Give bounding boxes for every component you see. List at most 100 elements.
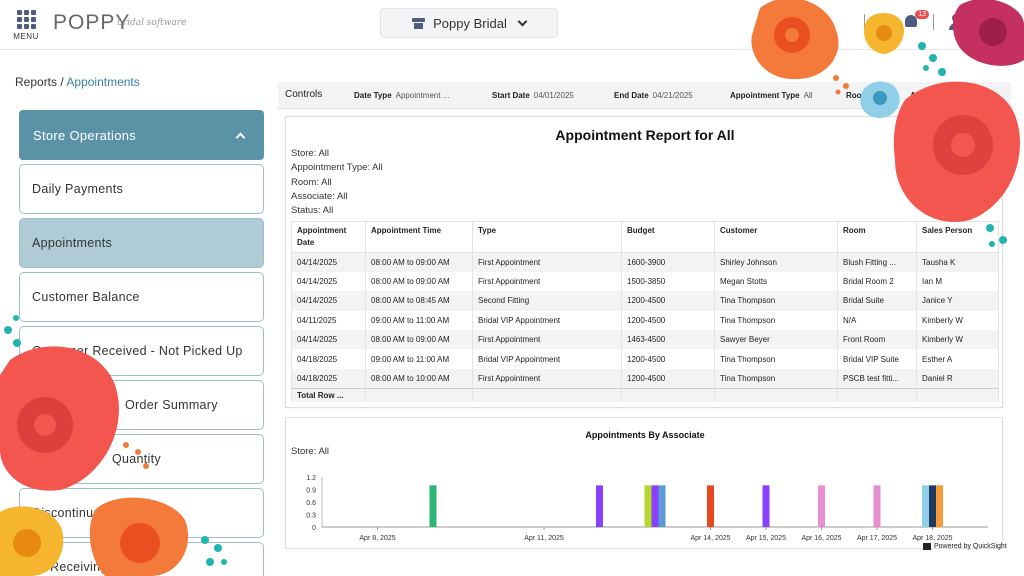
table-cell: [472, 387, 622, 403]
control-start-date[interactable]: Start Date 04/01/2025: [492, 91, 574, 100]
column-header[interactable]: Room: [837, 221, 917, 253]
y-tick-label: 1.2: [306, 475, 316, 482]
control-appointment[interactable]: Appo: [910, 91, 934, 100]
report-title: Appointment Report for All: [555, 127, 735, 143]
table-cell: First Appointment: [472, 330, 622, 350]
sidebar-item-customer-received[interactable]: Customer Received - Not Picked Up: [19, 326, 264, 376]
top-right-icons: 13: [864, 10, 964, 30]
sidebar-item-daily-payments[interactable]: Daily Payments: [19, 164, 264, 214]
table-cell: 1600-3900: [621, 252, 715, 272]
control-label: Appointment Type: [730, 91, 800, 100]
table-cell: Bridal VIP Appointment: [472, 349, 622, 369]
sidebar-item-customer-balance[interactable]: Customer Balance: [19, 272, 264, 322]
x-tick-label: Apr 16, 2025: [801, 535, 841, 542]
table-cell: First Appointment: [472, 368, 622, 389]
breadcrumb-reports[interactable]: Reports: [15, 75, 58, 89]
column-header[interactable]: Appointment Time: [365, 221, 473, 253]
table-cell: 04/14/2025: [291, 271, 366, 292]
report-panel: Appointment Report for All Store: All Ap…: [285, 116, 1003, 408]
x-tick-label: Apr 14, 2025: [690, 535, 730, 542]
sidebar-item-appointments[interactable]: Appointments: [19, 218, 264, 268]
store-selector-label: Poppy Bridal: [433, 15, 507, 31]
filter-store: Store: All: [291, 148, 330, 159]
chart-bar: [644, 485, 652, 527]
store-selector[interactable]: Poppy Bridal: [380, 8, 558, 38]
table-cell: Sawyer Beyer: [714, 330, 838, 350]
user-icon[interactable]: [948, 14, 964, 30]
control-value: All: [803, 91, 813, 100]
table-row: 04/18/2025 08:00 AM to 10:00 AM First Appo…: [291, 368, 999, 389]
column-header[interactable]: Sales Person: [916, 221, 999, 253]
table-cell: First Appointment: [472, 252, 622, 272]
table-cell: Bridal Suite: [837, 291, 917, 311]
sidebar-item-quantity[interactable]: Quantity: [19, 434, 264, 484]
column-header[interactable]: Appointment Date: [291, 221, 366, 253]
controls-bar: Controls Date Type Appointment ... Start …: [278, 82, 1011, 109]
table-cell: N/A: [837, 310, 917, 331]
sidebar-item-order-summary[interactable]: Order Summary: [19, 380, 264, 430]
table-cell: [837, 387, 917, 403]
chart-bar: [429, 485, 437, 527]
column-header[interactable]: Customer: [714, 221, 838, 253]
table-cell: 08:00 AM to 10:00 AM: [365, 368, 473, 389]
control-value: 04/21/2025: [652, 91, 693, 100]
chart-bar: [936, 485, 943, 527]
x-tick-label: Apr 18, 2025: [912, 535, 952, 542]
chart-bar: [818, 485, 825, 527]
table-cell: 1463-4500: [621, 330, 715, 350]
table-cell: Tina Thompson: [714, 310, 838, 331]
control-room[interactable]: Roo: [846, 91, 866, 100]
chart-bar: [762, 485, 770, 527]
sidebar-section-store-operations[interactable]: Store Operations: [19, 110, 264, 160]
divider: [933, 14, 934, 30]
table-cell: [714, 387, 838, 403]
table-cell: Megan Stotts: [714, 271, 838, 292]
chart-bar: [596, 485, 603, 527]
control-label: Start Date: [492, 91, 530, 100]
control-end-date[interactable]: End Date 04/21/2025: [614, 91, 693, 100]
sidebar-section-label: Store Operations: [33, 127, 137, 143]
menu-button[interactable]: MENU: [12, 8, 40, 42]
table-cell: Total Row ...: [291, 387, 366, 403]
controls-title[interactable]: Controls: [285, 89, 323, 100]
table-row: 04/14/2025 08:00 AM to 09:00 AM First Appo…: [291, 271, 999, 292]
control-date-type[interactable]: Date Type Appointment ...: [354, 91, 449, 100]
table-cell: Bridal VIP Appointment: [472, 310, 622, 331]
table-cell: 1200-4500: [621, 349, 715, 369]
table-cell: Kimberly W: [916, 310, 999, 331]
table-cell: Bridal Room 2: [837, 271, 917, 292]
breadcrumb-separator: /: [60, 75, 64, 89]
notifications-button[interactable]: 13: [905, 10, 929, 29]
quicksight-icon: [923, 543, 931, 550]
control-value: Appointment ...: [395, 91, 450, 100]
filter-status: Status: All: [291, 205, 334, 217]
filter-appointment-type: Appointment Type: All: [291, 162, 383, 174]
table-row: 04/18/2025 09:00 AM to 11:00 AM Bridal VIP…: [291, 349, 999, 369]
chart-bar: [651, 485, 659, 527]
table-row: 04/14/2025 08:00 AM to 09:00 AM First Appo…: [291, 330, 999, 350]
bell-icon: [905, 15, 917, 27]
table-cell: 09:00 AM to 11:00 AM: [365, 310, 473, 331]
sidebar-item-discontinued[interactable]: Discontinued/ Items: [19, 488, 264, 538]
notification-badge: 13: [915, 10, 929, 19]
column-header[interactable]: Budget: [621, 221, 715, 253]
powered-by-label: Powered by QuickSight: [934, 543, 1007, 550]
table-cell: Tausha K: [916, 252, 999, 272]
table-cell: Janice Y: [916, 291, 999, 311]
chart-bar: [929, 485, 936, 527]
control-value: 04/01/2025: [533, 91, 574, 100]
breadcrumb-appointments[interactable]: Appointments: [66, 75, 140, 89]
table-cell: Blush Fitting ...: [837, 252, 917, 272]
table-cell: Tina Thompson: [714, 349, 838, 369]
table-cell: Kimberly W: [916, 330, 999, 350]
chart-panel: Appointments By Associate Store: All 0 0.…: [285, 417, 1003, 549]
sidebar-item-receiving[interactable]: Receiving R: [19, 542, 264, 576]
control-appointment-type[interactable]: Appointment Type All: [730, 91, 813, 100]
table-cell: PSCB test fitti...: [837, 368, 917, 389]
table-cell: Bridal VIP Suite: [837, 349, 917, 369]
column-header[interactable]: Type: [472, 221, 622, 253]
table-cell: Ian M: [916, 271, 999, 292]
timer-icon[interactable]: [879, 16, 891, 28]
table-cell: 08:00 AM to 09:00 AM: [365, 330, 473, 350]
table-cell: 04/14/2025: [291, 252, 366, 272]
